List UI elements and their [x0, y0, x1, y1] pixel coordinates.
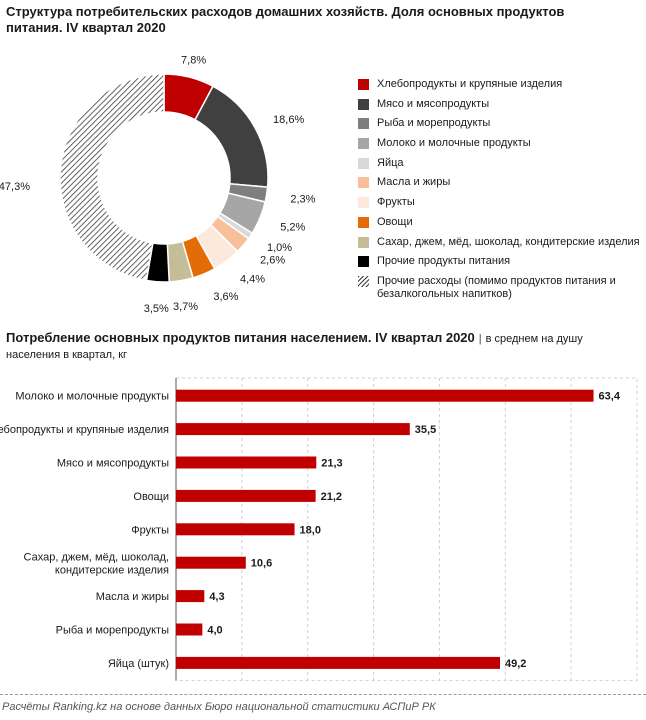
bar-chart-subtitle: в среднем на душу населения в квартал, к… [6, 333, 583, 361]
legend-item: Хлебопродукты и крупяные изделия [358, 78, 643, 91]
legend-label: Масла и жиры [377, 176, 451, 189]
legend-label: Овощи [377, 215, 413, 228]
legend-swatch [358, 177, 369, 189]
bar [176, 523, 295, 536]
donut-chart-title: Структура потребительских расходов домаш… [6, 4, 606, 36]
category-label: Масла и жиры [96, 591, 169, 603]
legend-item: Рыба и морепродукты [358, 117, 643, 130]
source-footer: Расчёты Ranking.kz на основе данных Бюро… [0, 694, 646, 713]
donut-chart: 7,8% 18,6% 2,3% 5,2% 1,0%2,6% 4,4%3,6% 3,7% 3,5… [0, 55, 316, 315]
source-note: Расчёты Ranking.kz на основе данных Бюро… [2, 701, 436, 713]
bar [176, 623, 203, 636]
legend-item: Овощи [358, 216, 643, 229]
legend-item: Молоко и молочные продукты [358, 137, 643, 150]
legend-swatch [358, 98, 369, 110]
donut-data-label: 4,4% [240, 274, 265, 286]
legend-swatch [358, 79, 369, 90]
legend-label: Рыба и морепродукты [377, 117, 491, 130]
bar-value-label: 18,0 [300, 524, 321, 536]
bar [176, 423, 410, 436]
legend-label: Прочие расходы (помимо продуктов питания… [377, 274, 616, 300]
legend-swatch [358, 256, 369, 268]
bar-chart-title-block: Потребление основных продуктов питания н… [6, 330, 636, 363]
bar [176, 590, 205, 603]
legend-item: Прочие расходы (помимо продуктов питания… [358, 275, 643, 301]
category-label: Рыба и морепродукты [56, 625, 169, 637]
donut-slice [59, 73, 165, 282]
bar-value-label: 21,3 [321, 458, 342, 470]
legend-label: Сахар, джем, мёд, шоколад, кондитерские … [377, 235, 640, 248]
donut-data-label: 2,3% [290, 193, 315, 205]
legend-item: Яйца [358, 157, 643, 170]
legend-swatch [358, 118, 369, 130]
category-label: Яйца (штук) [108, 658, 169, 670]
donut-legend: Хлебопродукты и крупяные изделия Мясо и м… [358, 78, 643, 308]
legend-label: Хлебопродукты и крупяные изделия [377, 78, 563, 90]
category-label: Овощи [133, 491, 169, 503]
legend-swatch [358, 236, 369, 248]
legend-label: Яйца [377, 156, 404, 169]
legend-item: Прочие продукты питания [358, 255, 643, 268]
legend-swatch [358, 275, 369, 287]
donut-data-label: 3,6% [213, 291, 238, 303]
donut-data-label: 3,7% [173, 301, 198, 313]
legend-swatch [358, 157, 369, 169]
legend-item: Мясо и мясопродукты [358, 98, 643, 111]
category-label: Сахар, джем, мёд, шоколад, кондитерские и… [24, 552, 170, 577]
donut-data-label: 18,6% [273, 114, 304, 126]
bar-value-label: 4,0 [207, 625, 222, 637]
bar [176, 389, 594, 402]
bar [176, 556, 246, 569]
bar-value-label: 35,5 [415, 424, 436, 436]
legend-item: Фрукты [358, 196, 643, 209]
legend-item: Сахар, джем, мёд, шоколад, кондитерские … [358, 236, 643, 249]
bar-value-label: 10,6 [251, 558, 272, 570]
category-label: Молоко и молочные продукты [15, 391, 169, 403]
bar-value-label: 63,4 [599, 391, 621, 403]
legend-swatch [358, 197, 369, 209]
donut-data-label: 47,3% [0, 181, 30, 193]
title-separator: | [478, 333, 482, 345]
category-label: Мясо и мясопродукты [57, 458, 169, 470]
bar-value-label: 4,3 [209, 591, 224, 603]
legend-label: Прочие продукты питания [377, 255, 511, 268]
donut-data-label: 5,2% [280, 222, 305, 234]
legend-item: Масла и жиры [358, 176, 643, 189]
bar-value-label: 49,2 [505, 658, 526, 670]
donut-data-label: 3,5% [144, 303, 169, 315]
bar-value-label: 21,2 [321, 491, 342, 503]
donut-data-label: 1,0% [267, 242, 292, 254]
category-label: Фрукты [131, 524, 169, 536]
donut-title-line-1: Структура потребительских расходов домаш… [6, 4, 565, 19]
legend-label: Фрукты [377, 196, 415, 209]
bar [176, 656, 501, 669]
bar-chart-title: Потребление основных продуктов питания н… [6, 330, 475, 345]
legend-label: Молоко и молочные продукты [377, 137, 531, 150]
legend-swatch [358, 216, 369, 228]
category-label: Хлебопродукты и крупяные изделия [0, 424, 169, 436]
donut-data-label: 2,6% [260, 255, 285, 267]
legend-swatch [358, 138, 369, 150]
bar [176, 489, 316, 502]
donut-data-label: 7,8% [181, 55, 206, 67]
legend-label: Мясо и мясопродукты [377, 97, 490, 110]
bar [176, 456, 317, 469]
bar-chart: Молоко и молочные продукты 63,4 Хлебопроду… [0, 377, 638, 682]
donut-slice [194, 85, 269, 188]
donut-title-line-2: питания. IV квартал 2020 [6, 20, 166, 35]
